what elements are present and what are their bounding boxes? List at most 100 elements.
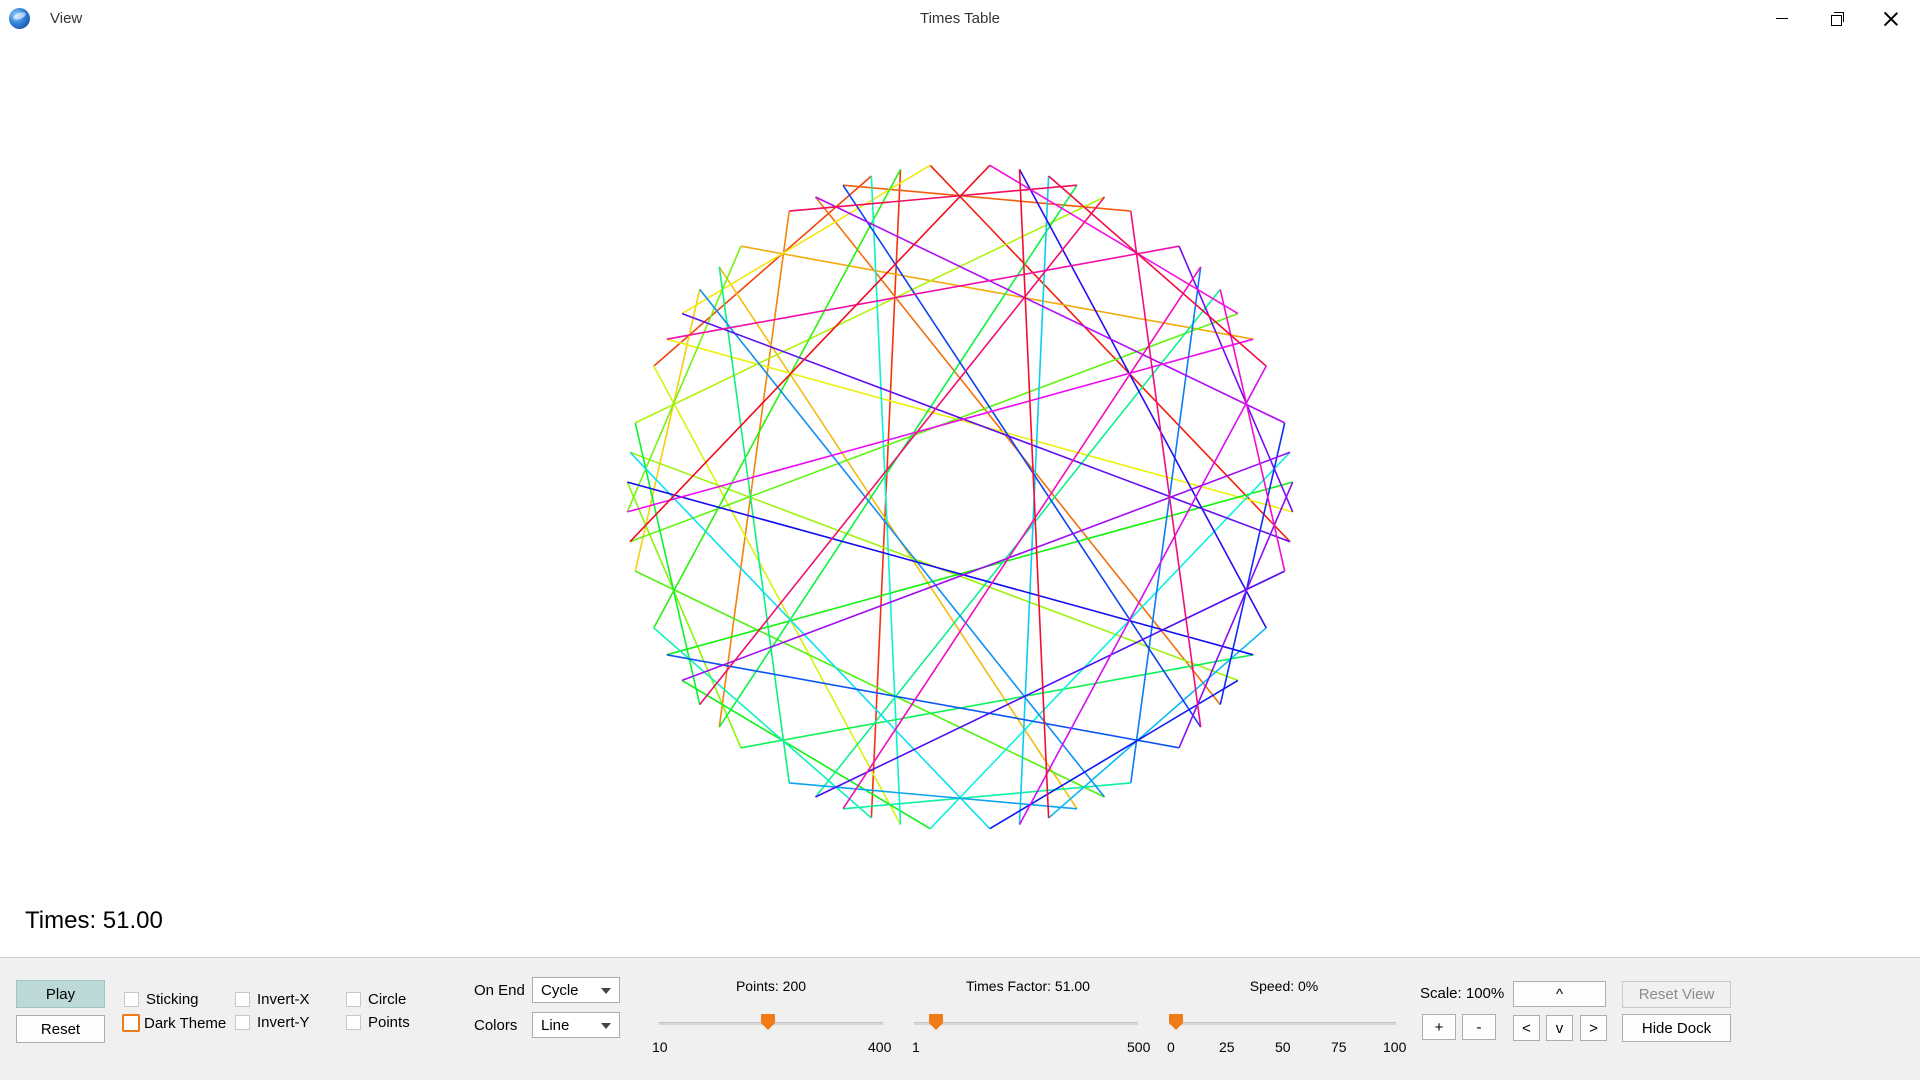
chord-line [1018, 365, 1267, 825]
chord-line [666, 654, 1180, 749]
pan-right-button[interactable]: > [1580, 1015, 1607, 1041]
speed-tick-0: 0 [1167, 1039, 1175, 1055]
chord-line [634, 196, 1105, 424]
chord-line [1130, 266, 1202, 784]
chord-line [718, 266, 790, 784]
close-icon [1884, 12, 1898, 26]
dark-theme-checkbox[interactable]: Dark Theme [122, 1014, 226, 1032]
chord-line [815, 570, 1286, 798]
times-table-canvas[interactable] [0, 37, 1920, 957]
speed-tick-75: 75 [1331, 1039, 1347, 1055]
pan-left-button[interactable]: < [1513, 1015, 1540, 1041]
chord-line [653, 627, 872, 819]
restore-button[interactable] [1814, 0, 1860, 37]
chord-line [989, 679, 1239, 830]
chord-line [666, 245, 1180, 340]
chord-line [681, 679, 931, 830]
chord-line [740, 245, 1254, 340]
zoom-out-button[interactable]: - [1462, 1014, 1496, 1040]
chord-line [1219, 422, 1286, 705]
times-readout: Times: 51.00 [25, 907, 163, 935]
sticking-label: Sticking [146, 991, 199, 1008]
invert-y-checkbox-box[interactable] [235, 1015, 250, 1030]
chord-line [627, 481, 1254, 656]
chord-line [629, 164, 991, 543]
chord-line [789, 782, 1078, 810]
points-checkbox[interactable]: Points [346, 1014, 410, 1031]
chord-line [629, 451, 991, 830]
minimize-button[interactable] [1759, 0, 1805, 37]
chord-line [1048, 175, 1267, 367]
times-readout-label: Times: [25, 907, 103, 934]
reset-button[interactable]: Reset [16, 1015, 105, 1043]
pan-down-button[interactable]: v [1546, 1015, 1573, 1041]
chord-line [653, 169, 902, 629]
colors-select[interactable]: Line [532, 1012, 620, 1038]
on-end-label: On End [474, 982, 525, 999]
play-button[interactable]: Play [16, 980, 105, 1008]
control-dock: Play Reset Sticking Dark Theme Invert-X … [0, 957, 1920, 1080]
chord-line [627, 338, 1254, 513]
chord-line [681, 451, 1291, 682]
circle-checkbox[interactable]: Circle [346, 991, 406, 1008]
points-slider-label: Points: 200 [735, 978, 807, 994]
chord-line [929, 164, 1291, 543]
chord-line [1018, 169, 1267, 629]
on-end-value: Cycle [541, 981, 579, 999]
speed-slider-track[interactable] [1169, 1022, 1396, 1025]
points-label: Points [368, 1014, 410, 1031]
sticking-checkbox-box[interactable] [124, 992, 139, 1007]
app-globe-icon [9, 8, 30, 29]
points-slider-min: 10 [652, 1039, 668, 1055]
hide-dock-button[interactable]: Hide Dock [1622, 1014, 1731, 1042]
chord-line [1048, 627, 1267, 819]
dark-theme-checkbox-box[interactable] [122, 1014, 140, 1032]
invert-y-checkbox[interactable]: Invert-Y [235, 1014, 310, 1031]
chord-line [634, 570, 1105, 798]
chord-line [842, 184, 1202, 728]
speed-slider-label: Speed: 0% [1249, 978, 1319, 994]
on-end-select[interactable]: Cycle [532, 977, 620, 1003]
chord-line [634, 289, 701, 572]
chord-line [1130, 210, 1202, 728]
zoom-in-button[interactable]: + [1422, 1014, 1456, 1040]
scale-label: Scale: 100% [1420, 985, 1505, 1002]
chord-line [789, 184, 1078, 212]
chord-line [699, 288, 1106, 798]
factor-slider-thumb[interactable] [929, 1014, 944, 1031]
chord-line [842, 184, 1131, 212]
restore-icon [1830, 12, 1844, 26]
chord-line [653, 365, 902, 825]
sticking-checkbox[interactable]: Sticking [124, 991, 199, 1008]
minimize-icon [1776, 17, 1788, 20]
colors-value: Line [541, 1016, 570, 1034]
pan-up-button[interactable]: ^ [1513, 981, 1606, 1007]
window-title-bar: Times Table [0, 10, 1920, 27]
points-slider-thumb[interactable] [761, 1014, 776, 1031]
factor-slider-label: Times Factor: 51.00 [966, 978, 1090, 994]
speed-slider-thumb[interactable] [1169, 1014, 1183, 1031]
window-title: Times Table [919, 10, 1001, 27]
invert-x-checkbox-box[interactable] [235, 992, 250, 1007]
chord-line [815, 196, 1286, 424]
reset-view-button[interactable]: Reset View [1622, 981, 1731, 1008]
chord-line [842, 266, 1202, 810]
close-button[interactable] [1868, 0, 1914, 37]
factor-slider-min: 1 [912, 1039, 920, 1055]
chord-line [699, 196, 1106, 706]
points-checkbox-box[interactable] [346, 1015, 361, 1030]
chord-line [740, 654, 1254, 749]
chord-line [929, 451, 1291, 830]
circle-checkbox-box[interactable] [346, 992, 361, 1007]
circle-label: Circle [368, 991, 407, 1008]
invert-x-checkbox[interactable]: Invert-X [235, 991, 310, 1008]
invert-x-label: Invert-X [257, 991, 310, 1008]
points-slider-max: 400 [868, 1039, 892, 1055]
chord-line [718, 210, 790, 728]
chord-line [1018, 169, 1050, 819]
factor-slider-track[interactable] [914, 1022, 1138, 1025]
times-readout-value: 51.00 [102, 907, 163, 934]
title-bar: View Times Table [0, 0, 1920, 37]
chevron-down-icon [601, 1023, 611, 1029]
menu-view[interactable]: View [50, 10, 83, 27]
